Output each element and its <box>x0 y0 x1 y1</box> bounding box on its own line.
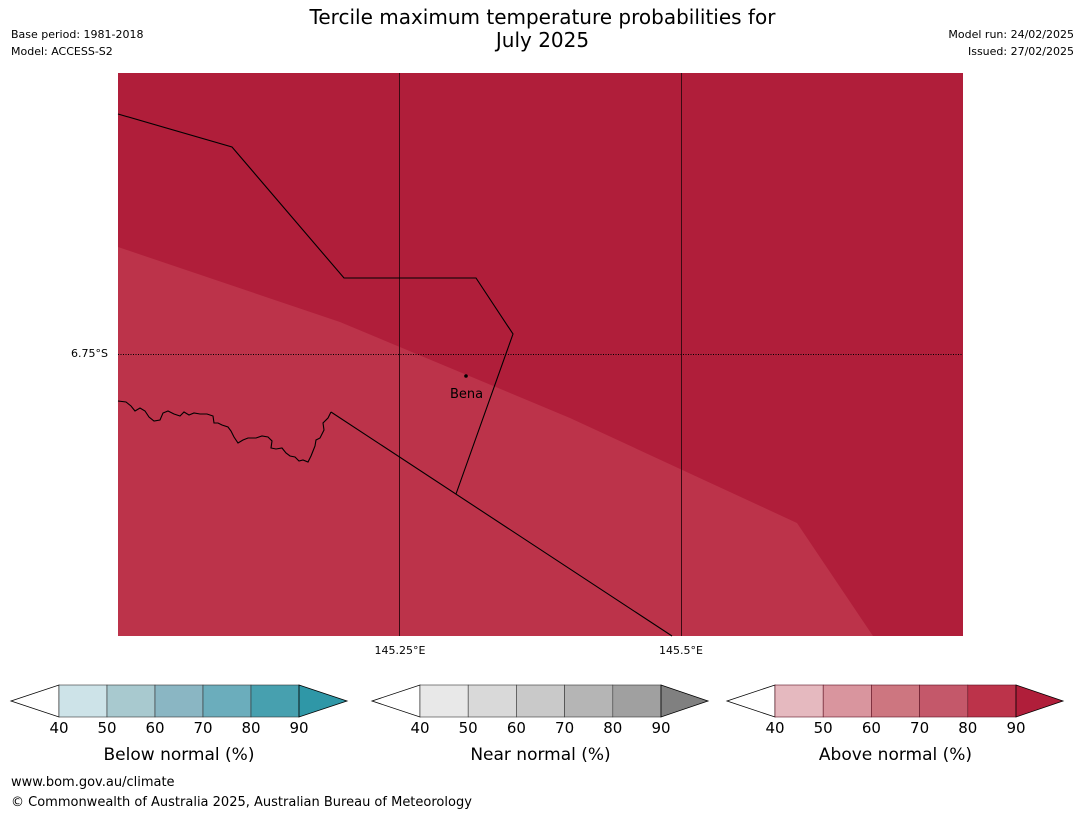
near-normal-colorbar-bin-60-70 <box>516 684 565 718</box>
near-normal-colorbar-high-extension <box>660 684 710 718</box>
near-normal-tick-50: 50 <box>458 719 478 737</box>
legend-colorbars <box>9 684 1065 718</box>
near-normal-colorbar-low-extension <box>370 684 421 718</box>
above-normal-tick-80: 80 <box>958 719 978 737</box>
near-normal-legend-label: Near normal (%) <box>470 745 611 765</box>
above-normal-tick-50: 50 <box>813 719 833 737</box>
meta-left: Base period: 1981-2018 Model: ACCESS-S2 <box>11 26 143 60</box>
above-normal-legend-label: Above normal (%) <box>818 745 973 765</box>
below-normal-tick-80: 80 <box>241 719 261 737</box>
near-normal-colorbar-bin-80-90 <box>612 684 662 718</box>
near-normal-colorbar-bin-70-80 <box>564 684 614 718</box>
near-normal-tick-60: 60 <box>506 719 526 737</box>
title-line-2: July 2025 <box>495 28 590 52</box>
near-normal-colorbar-bin-50-60 <box>467 684 517 718</box>
below-normal-colorbar-bin-60-70 <box>154 684 204 718</box>
longitude-label-145-25: 145.25°E <box>374 644 426 657</box>
above-normal-tick-90: 90 <box>1006 719 1026 737</box>
below-normal-colorbar-low-extension <box>9 684 60 718</box>
below-normal-tick-90: 90 <box>289 719 309 737</box>
below-normal-colorbar-bin-80-90 <box>250 684 300 718</box>
title-line-1: Tercile maximum temperature probabilitie… <box>309 5 776 29</box>
probability-region-70-80 <box>118 247 873 636</box>
near-normal-tick-80: 80 <box>603 719 623 737</box>
above-normal-colorbar-bin-60-70 <box>871 684 920 718</box>
below-normal-tick-40: 40 <box>49 719 69 737</box>
above-normal-colorbar-bin-80-90 <box>967 684 1017 718</box>
below-normal-tick-50: 50 <box>97 719 117 737</box>
bena-marker <box>464 374 468 378</box>
above-normal-colorbar-low-extension <box>725 684 776 718</box>
below-normal-colorbar-bin-50-60 <box>106 684 156 718</box>
near-normal-tick-70: 70 <box>555 719 575 737</box>
model-name: Model: ACCESS-S2 <box>11 45 113 58</box>
latitude-label: 6.75°S <box>71 347 108 360</box>
near-normal-tick-40: 40 <box>410 719 430 737</box>
issued-date: Issued: 27/02/2025 <box>967 45 1074 58</box>
above-normal-colorbar-bin-40-50 <box>774 684 824 718</box>
below-normal-tick-60: 60 <box>145 719 165 737</box>
map-title: Tercile maximum temperature probabilitie… <box>0 6 1085 52</box>
longitude-label-145-5: 145.5°E <box>659 644 703 657</box>
above-normal-colorbar-high-extension <box>1015 684 1065 718</box>
footer-copyright: © Commonwealth of Australia 2025, Austra… <box>11 795 472 810</box>
below-normal-colorbar-high-extension <box>298 684 349 718</box>
meta-right: Model run: 24/02/2025 Issued: 27/02/2025 <box>948 26 1074 60</box>
above-normal-tick-70: 70 <box>910 719 930 737</box>
below-normal-legend-label: Below normal (%) <box>103 745 255 765</box>
model-run: Model run: 24/02/2025 <box>948 28 1074 41</box>
province-boundary-south <box>330 411 673 637</box>
place-label-bena: Bena <box>450 387 484 402</box>
below-normal-colorbar-bin-40-50 <box>58 684 108 718</box>
above-normal-colorbar-bin-70-80 <box>919 684 969 718</box>
below-normal-tick-70: 70 <box>193 719 213 737</box>
river-boundary <box>117 400 332 463</box>
above-normal-tick-40: 40 <box>765 719 785 737</box>
base-period: Base period: 1981-2018 <box>11 28 144 41</box>
below-normal-colorbar-bin-70-80 <box>202 684 252 718</box>
near-normal-tick-90: 90 <box>651 719 671 737</box>
above-normal-colorbar-bin-50-60 <box>822 684 872 718</box>
province-boundary <box>117 113 514 495</box>
footer-url: www.bom.gov.au/climate <box>11 775 175 790</box>
near-normal-colorbar-bin-40-50 <box>419 684 469 718</box>
above-normal-tick-60: 60 <box>861 719 881 737</box>
